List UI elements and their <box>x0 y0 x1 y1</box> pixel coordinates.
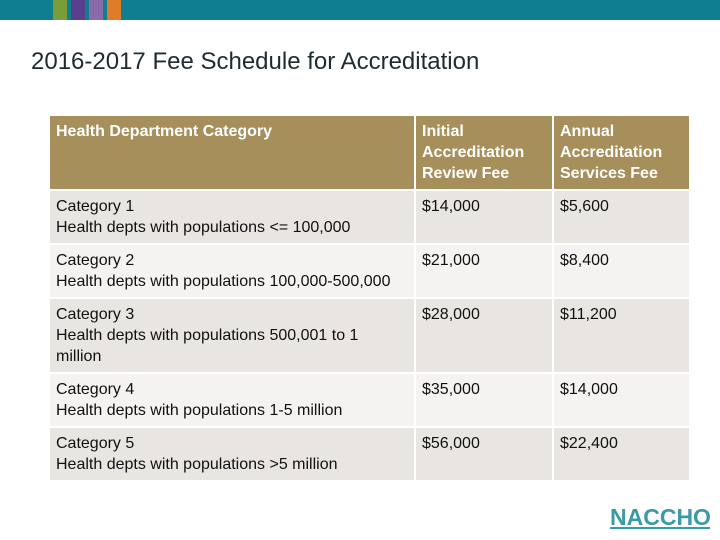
header-annual-fee: Annual Accreditation Services Fee <box>552 114 691 191</box>
initial-fee-cell: $28,000 <box>414 297 554 374</box>
header-initial-fee: Initial Accreditation Review Fee <box>414 114 554 191</box>
logo-tagline-line <box>610 527 710 534</box>
color-swatch-3 <box>89 0 103 20</box>
header-category: Health Department Category <box>48 114 416 191</box>
table-row: Category 1 Health depts with populations… <box>48 189 691 245</box>
initial-fee-cell: $21,000 <box>414 243 554 299</box>
category-cell: Category 3 Health depts with populations… <box>48 297 416 374</box>
category-cell: Category 5 Health depts with populations… <box>48 426 416 482</box>
annual-fee-cell: $8,400 <box>552 243 691 299</box>
annual-fee-cell: $14,000 <box>552 372 691 428</box>
category-description: Health depts with populations >5 million <box>56 456 338 473</box>
category-name: Category 5 <box>56 435 135 452</box>
initial-fee-cell: $56,000 <box>414 426 554 482</box>
color-swatch-4 <box>107 0 121 20</box>
table-row: Category 3 Health depts with populations… <box>48 297 691 374</box>
initial-fee-cell: $35,000 <box>414 372 554 428</box>
color-swatch-2 <box>71 0 85 20</box>
initial-fee-cell: $14,000 <box>414 189 554 245</box>
table-row: Category 5 Health depts with populations… <box>48 426 691 482</box>
annual-fee-cell: $5,600 <box>552 189 691 245</box>
category-name: Category 1 <box>56 198 135 215</box>
category-description: Health depts with populations 500,001 to… <box>56 327 359 365</box>
category-name: Category 3 <box>56 306 135 323</box>
page-title: 2016-2017 Fee Schedule for Accreditation <box>31 48 480 75</box>
category-description: Health depts with populations <= 100,000 <box>56 219 351 236</box>
category-name: Category 4 <box>56 381 135 398</box>
table-row: Category 4 Health depts with populations… <box>48 372 691 428</box>
category-name: Category 2 <box>56 252 135 269</box>
top-banner <box>0 0 720 20</box>
color-swatch-1 <box>53 0 67 20</box>
annual-fee-cell: $11,200 <box>552 297 691 374</box>
annual-fee-cell: $22,400 <box>552 426 691 482</box>
category-cell: Category 2 Health depts with populations… <box>48 243 416 299</box>
table-header-row: Health Department Category Initial Accre… <box>48 114 691 191</box>
category-cell: Category 4 Health depts with populations… <box>48 372 416 428</box>
category-description: Health depts with populations 1-5 millio… <box>56 402 343 419</box>
category-cell: Category 1 Health depts with populations… <box>48 189 416 245</box>
category-description: Health depts with populations 100,000-50… <box>56 273 391 290</box>
table-row: Category 2 Health depts with populations… <box>48 243 691 299</box>
fee-schedule-table: Health Department Category Initial Accre… <box>48 114 691 482</box>
naccho-logo: NACCHO <box>610 504 711 530</box>
